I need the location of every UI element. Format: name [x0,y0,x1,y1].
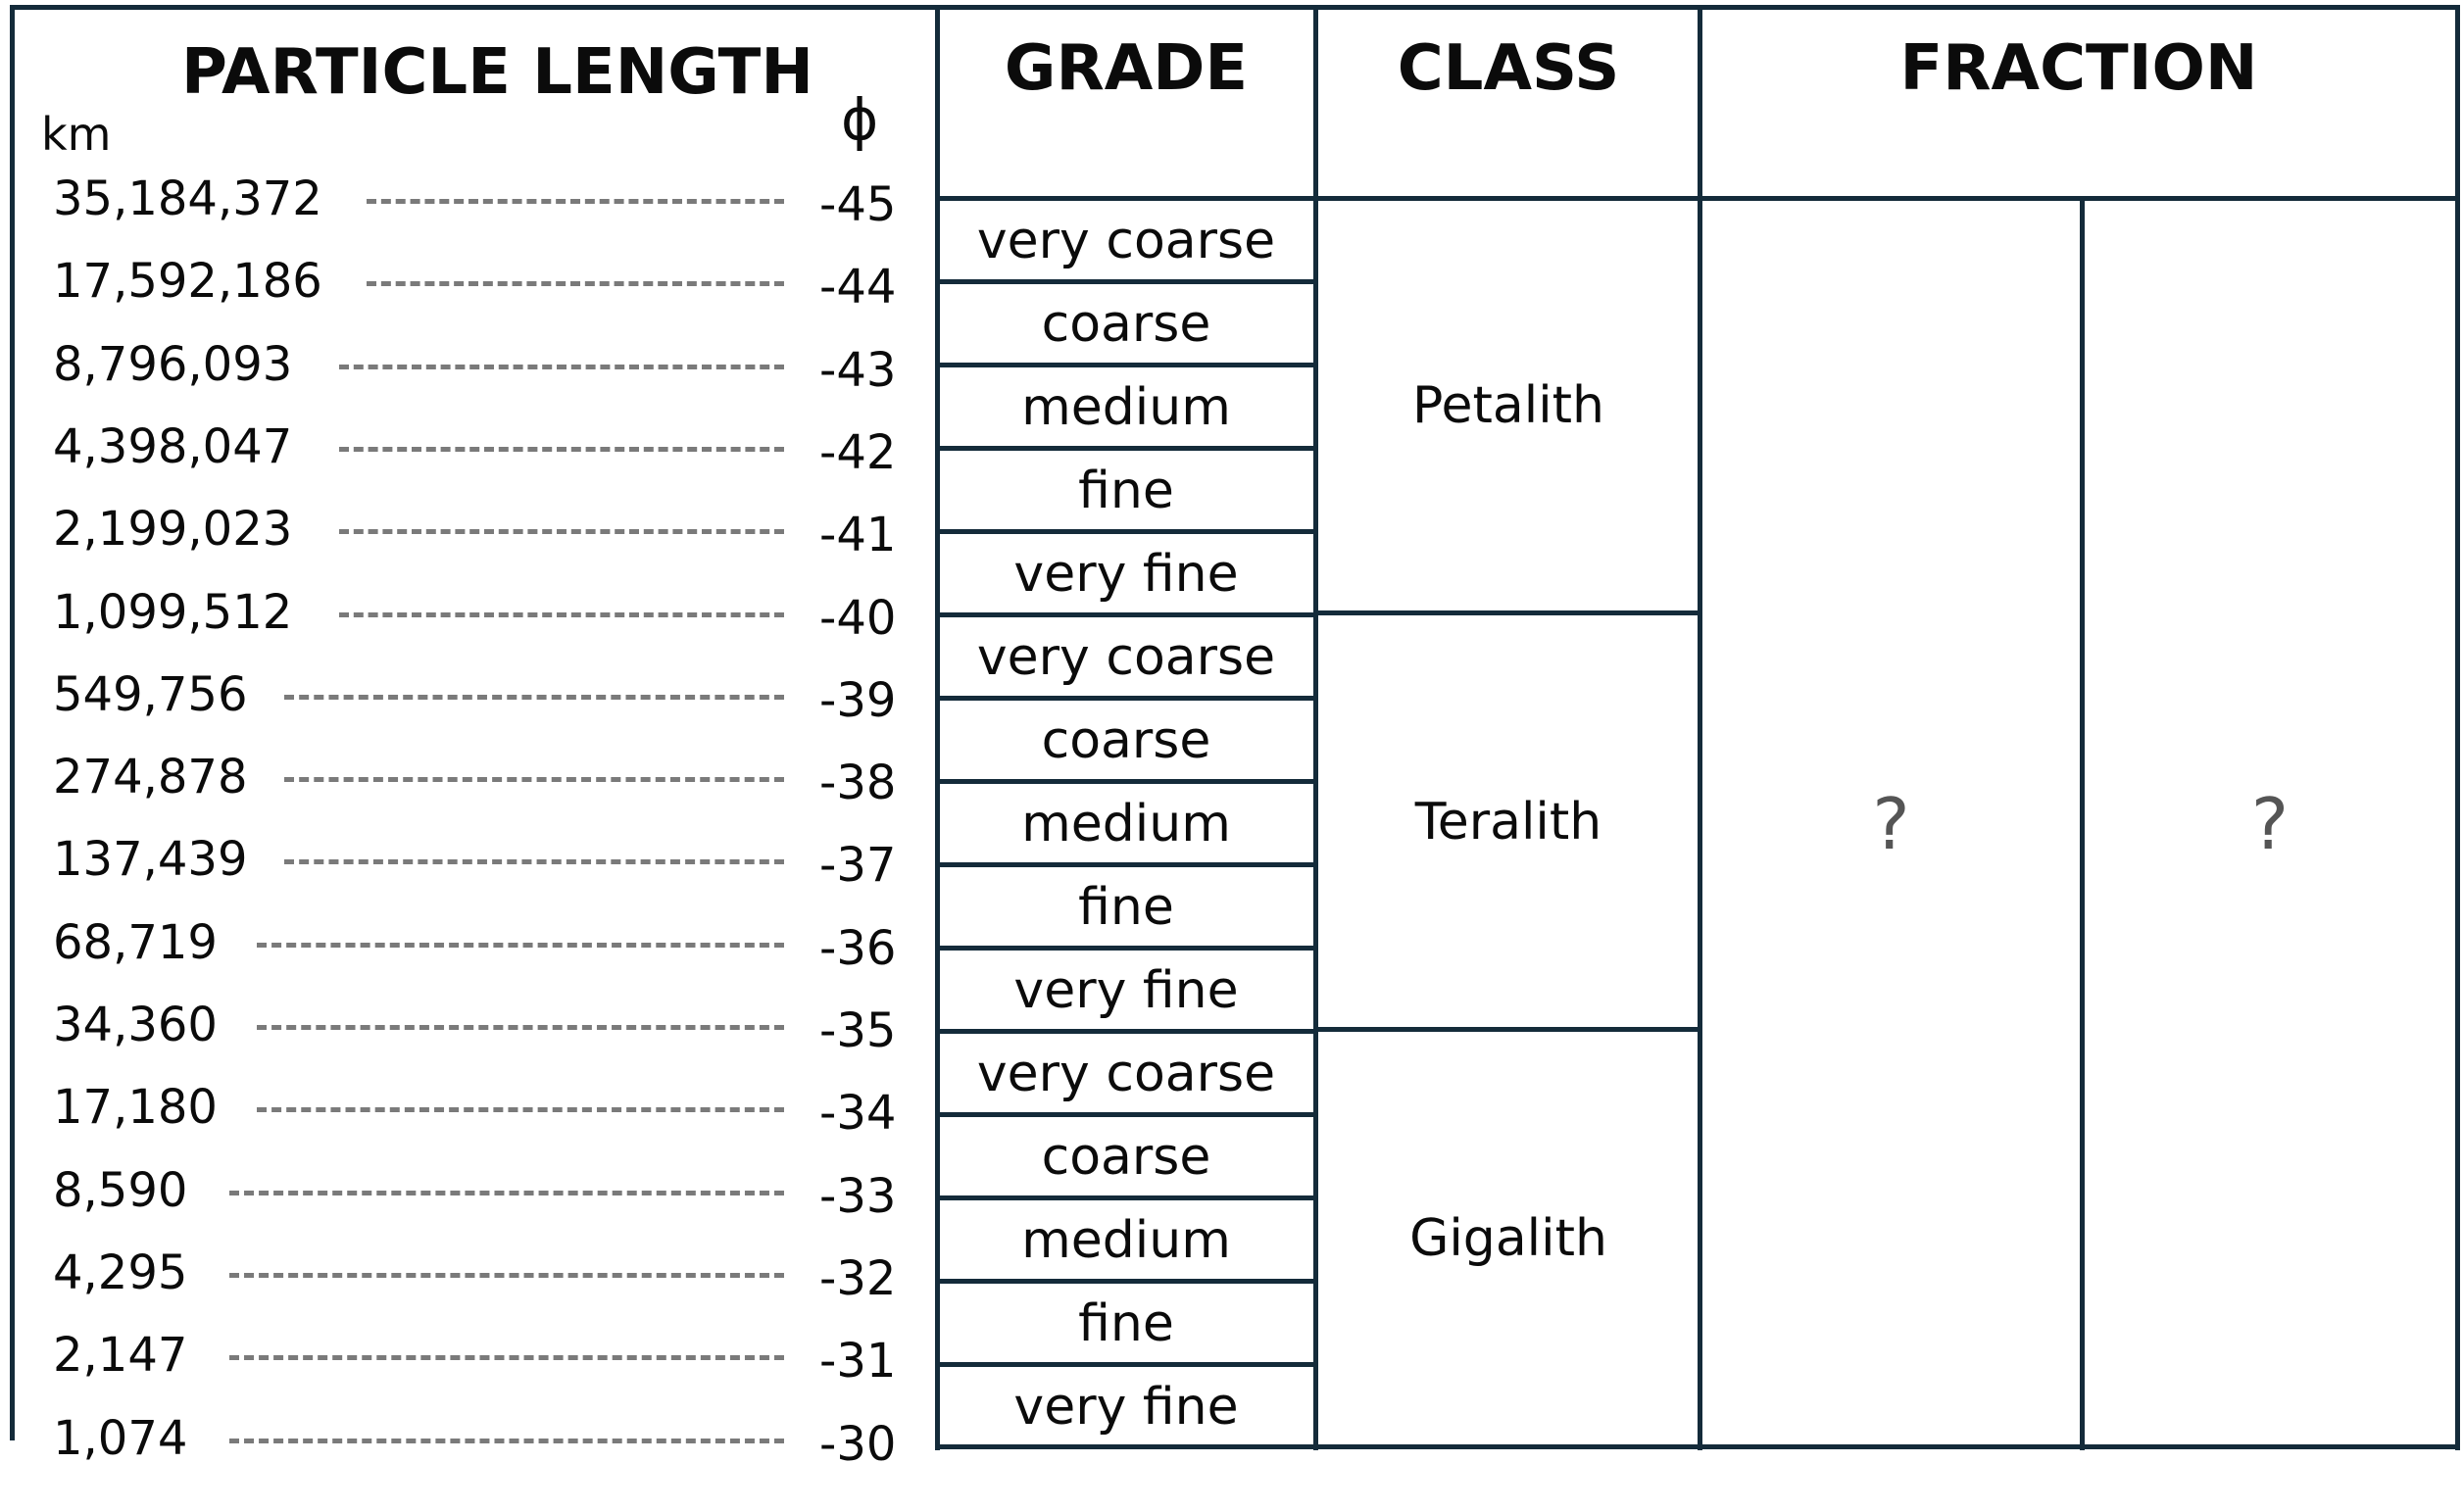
class-petalith: Petalith [1412,376,1604,435]
km-value: 549,756 [53,666,248,722]
class-header: CLASS [1397,32,1620,105]
particle-length-header: PARTICLE LENGTH [181,36,813,109]
km-value: 274,878 [53,750,248,805]
dashed-leader [339,446,784,452]
grade-cell: coarse [1041,295,1211,354]
phi-value: -42 [819,424,897,480]
phi-value: -31 [819,1334,897,1390]
dashed-leader [257,942,784,948]
phi-value: -40 [819,590,897,646]
grade-cell: medium [1021,795,1231,854]
table-bottom-line [935,1444,2460,1449]
phi-unit-label: ϕ [841,86,879,153]
grade-cell: fine [1078,462,1174,520]
km-value: 2,147 [53,1328,188,1384]
left-border [10,5,15,1440]
grade-row-separator [935,862,1318,867]
dashed-leader [339,529,784,535]
grade-cell: medium [1021,1211,1231,1270]
phi-value: -32 [819,1250,897,1306]
grade-cell: very fine [1013,1378,1239,1437]
grade-class-divider [1313,5,1318,1450]
km-value: 4,398,047 [53,418,293,474]
grade-header: GRADE [1004,32,1249,105]
grade-row-separator [935,696,1318,701]
phi-value: -37 [819,838,897,894]
fraction-cell-left: ? [1872,783,1910,865]
phi-value: -36 [819,920,897,976]
class-separator-1 [1313,610,1702,615]
fraction-cell-right: ? [2250,783,2290,865]
class-separator-2 [1313,1027,1702,1032]
km-value: 17,592,186 [53,254,322,310]
phi-value: -33 [819,1168,897,1224]
km-value: 137,439 [53,832,248,888]
grade-row-separator [935,1279,1318,1284]
grade-cell: very fine [1013,961,1239,1020]
grade-cell: medium [1021,378,1231,437]
grade-cell: very coarse [976,628,1276,687]
grade-row-separator [935,446,1318,451]
grade-row-separator [935,612,1318,617]
fraction-header: FRACTION [1899,32,2258,105]
phi-value: -30 [819,1416,897,1472]
class-teralith: Teralith [1414,793,1602,852]
dashed-leader [229,1190,784,1195]
grade-row-separator [935,946,1318,951]
dashed-leader [284,859,784,865]
grade-row-separator [935,1029,1318,1034]
km-value: 35,184,372 [53,171,322,226]
grade-cell: very fine [1013,545,1239,604]
grade-row-separator [935,279,1318,284]
km-value: 68,719 [53,914,218,970]
phi-value: -44 [819,260,897,316]
phi-value: -41 [819,508,897,563]
phi-value: -35 [819,1003,897,1058]
dashed-leader [229,1438,784,1443]
km-value: 2,199,023 [53,502,293,558]
dashed-leader [339,364,784,369]
grade-cell: fine [1078,878,1174,937]
km-value: 17,180 [53,1080,218,1136]
km-value: 8,590 [53,1162,188,1218]
grade-cell: coarse [1041,1128,1211,1187]
class-fraction-divider [1698,5,1702,1450]
grade-cell: very coarse [976,1045,1276,1103]
km-value: 8,796,093 [53,336,293,392]
grade-cell: very coarse [976,212,1276,270]
km-value: 4,295 [53,1244,188,1300]
grade-cell: coarse [1041,711,1211,770]
dashed-leader [284,777,784,783]
km-value: 1,099,512 [53,584,293,640]
dashed-leader [367,281,784,287]
phi-value: -43 [819,342,897,398]
phi-value: -38 [819,756,897,811]
header-bottom-line [935,196,2460,201]
grade-cell: fine [1078,1294,1174,1353]
grade-row-separator [935,1112,1318,1117]
phi-value: -45 [819,177,897,232]
km-value: 1,074 [53,1410,188,1466]
class-gigalith: Gigalith [1409,1209,1607,1268]
fraction-split-divider [2080,198,2085,1450]
dashed-leader [229,1272,784,1278]
phi-value: -39 [819,672,897,728]
dashed-leader [257,1107,784,1113]
right-border [2455,5,2460,1450]
dashed-leader [284,694,784,700]
km-unit-label: km [41,108,112,161]
dashed-leader [367,199,784,204]
grade-row-separator [935,529,1318,534]
grade-row-separator [935,1195,1318,1200]
grade-row-separator [935,779,1318,784]
km-value: 34,360 [53,998,218,1052]
top-border [10,5,2460,10]
dashed-leader [257,1025,784,1030]
grade-row-separator [935,1362,1318,1367]
scale-grade-divider [935,5,940,1450]
phi-value: -34 [819,1086,897,1142]
dashed-leader [339,611,784,617]
dashed-leader [229,1355,784,1361]
grade-row-separator [935,363,1318,367]
